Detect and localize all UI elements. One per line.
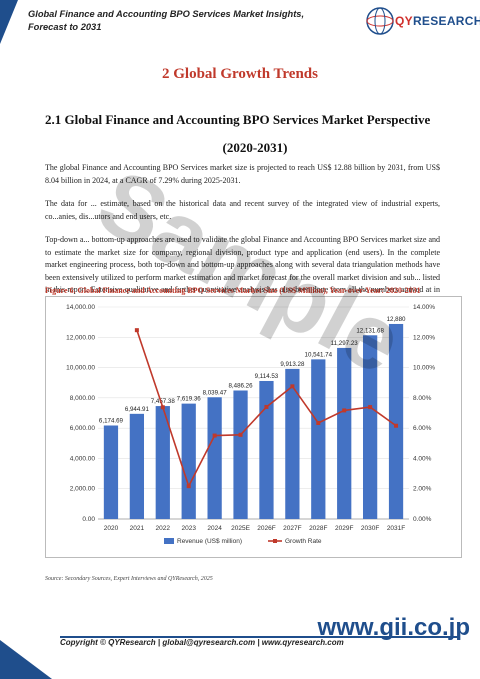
growth-rate-point [394,423,399,428]
x-tick-label: 2026F [257,525,275,532]
y-left-tick-label: 6,000.00 [70,425,96,432]
x-tick-label: 2021 [130,525,145,532]
y-left-tick-label: 14,000.00 [66,304,95,311]
y-right-tick-label: 8.00% [413,395,432,402]
logo-text-suffix: RESEARCH [412,14,480,28]
subsection-title-line2: (2020-2031) [222,140,288,155]
header-accent [0,0,18,44]
footer-rule [60,636,460,638]
logo-text-prefix: QY [395,14,413,28]
paragraph-market-size: The global Finance and Accounting BPO Se… [45,163,440,185]
growth-rate-point [290,384,295,389]
y-right-tick-label: 6.00% [413,425,432,432]
x-tick-label: 2024 [207,525,222,532]
y-right-tick-label: 10.00% [413,365,435,372]
bar-value-label: 12,880 [387,316,406,323]
revenue-bar [129,413,145,519]
x-tick-label: 2030F [361,525,379,532]
bar-value-label: 12,131.68 [356,327,384,334]
revenue-bar [233,390,248,519]
bar-value-label: 8,486.26 [228,382,253,389]
revenue-bar [362,335,378,519]
chart-container: 0.00 2,000.00 4,000.00 6,000.00 8,000.00 10,0… [45,296,462,558]
bar-value-label: 9,913.28 [280,361,305,368]
x-tick-label: 2020 [104,525,119,532]
subsection-title-line1: 2.1 Global Finance and Accounting BPO Se… [45,112,431,127]
legend-revenue-swatch [164,538,174,544]
logo-text: QYRESEARCH [395,14,480,28]
revenue-bar [337,347,352,519]
x-tick-label: 2023 [181,525,196,532]
paragraph-data-sources: The data for ... estimate, based on the … [45,199,440,221]
footer-accent [0,640,52,679]
y-right-tick-label: 2.00% [413,486,432,493]
bar-value-label: 10,541.74 [305,351,333,358]
x-tick-label: 2029F [335,525,353,532]
figure-caption: Figure 6. Global Finance and Accounting … [45,286,421,295]
y-left-tick-label: 0.00 [82,516,95,523]
x-tick-label: 2028F [309,525,327,532]
gii-site-label: www.gii.co.jp [317,614,470,641]
section-title: 2 Global Growth Trends [161,66,318,82]
y-left-tick-label: 12,000.00 [66,334,95,341]
growth-rate-point [316,420,321,425]
x-tick-label: 2031F [387,525,405,532]
y-left-tick-label: 8,000.00 [70,395,96,402]
bar-value-label: 8,039.47 [203,389,228,396]
bar-value-label: 6,944.91 [125,406,150,413]
y-left-tick-label: 4,000.00 [70,455,96,462]
growth-rate-point [160,405,165,410]
x-tick-label: 2025E [231,525,250,532]
growth-rate-point [134,328,139,333]
legend-revenue-label: Revenue (US$ million) [177,538,242,545]
bar-value-label: 9,114.53 [255,373,279,380]
y-left-tick-label: 2,000.00 [70,486,96,493]
header-band [0,0,480,44]
revenue-bar [103,425,119,519]
growth-rate-point [212,433,217,438]
bar-value-label: 6,174.69 [99,417,124,424]
growth-rate-point [368,405,373,410]
bar-value-label: 7,619.36 [177,396,202,403]
source-note: Source: Secondary Sources, Expert Interv… [45,576,213,582]
report-title: Global Finance and Accounting BPO Servic… [28,9,305,32]
revenue-bar [259,380,274,519]
revenue-bar [388,323,404,519]
x-tick-label: 2022 [156,525,171,532]
growth-rate-point [264,404,269,409]
revenue-bar [285,368,300,519]
legend-growth-label: Growth Rate [285,538,322,545]
growth-rate-point [342,408,347,413]
subsection-title: 2.1 Global Finance and Accounting BPO Se… [45,106,465,162]
bar-value-label: 7,457.38 [151,398,176,405]
legend-growth-marker [273,539,277,543]
growth-rate-point [186,484,191,489]
growth-rate-point [238,432,243,437]
y-right-tick-label: 4.00% [413,455,432,462]
revenue-bar [155,406,170,519]
footer-copyright: Copyright © QYResearch | global@qyresear… [60,638,344,647]
revenue-bar [311,359,326,519]
revenue-bar [181,403,196,519]
market-size-chart: 0.00 2,000.00 4,000.00 6,000.00 8,000.00 10,0… [66,304,435,545]
y-right-tick-label: 0.00% [413,516,432,523]
qyresearch-logo [366,7,394,35]
x-tick-label: 2027F [283,525,301,532]
revenue-bar [207,397,222,519]
y-right-tick-label: 14.00% [413,304,435,311]
bar-value-label: 11,297.23 [331,340,359,347]
y-right-tick-label: 12.00% [413,334,435,341]
y-left-tick-label: 10,000.00 [66,365,95,372]
